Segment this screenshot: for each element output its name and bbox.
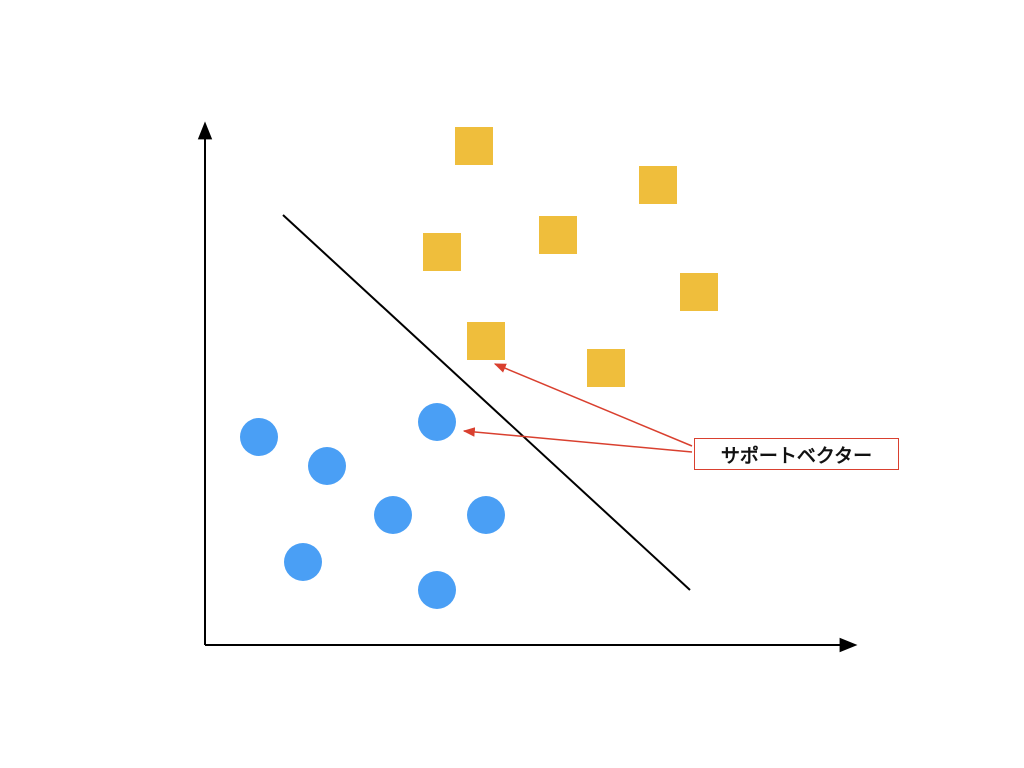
square-class-group — [423, 127, 718, 387]
square-point — [680, 273, 718, 311]
support-vector-label: サポートベクター — [720, 444, 873, 467]
square-point — [587, 349, 625, 387]
square-point — [423, 233, 461, 271]
pointer-arrow-to-circle — [462, 427, 693, 453]
circle-point — [240, 418, 278, 456]
circle-point — [284, 543, 322, 581]
pointer-arrow-to-square — [493, 363, 693, 447]
circle-point — [308, 447, 346, 485]
circle-point — [467, 496, 505, 534]
support-vector-circle — [418, 403, 456, 441]
circle-point — [374, 496, 412, 534]
support-vector-label-box: サポートベクター — [694, 438, 899, 470]
support-vector-square — [467, 322, 505, 360]
square-point — [539, 216, 577, 254]
square-point — [455, 127, 493, 165]
decision-boundary-line — [282, 214, 691, 591]
circle-point — [418, 571, 456, 609]
circle-class-group — [240, 403, 505, 609]
square-point — [639, 166, 677, 204]
